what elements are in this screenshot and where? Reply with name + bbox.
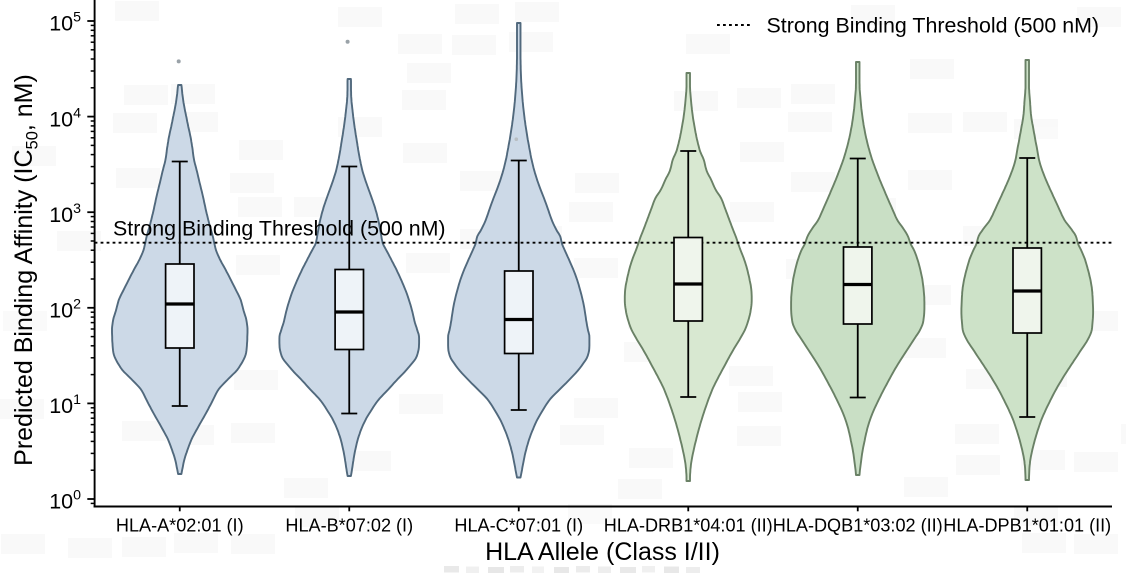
svg-text:HLA-A*02:01 (I): HLA-A*02:01 (I) bbox=[116, 516, 244, 536]
svg-text:HLA-DRB1*04:01 (II): HLA-DRB1*04:01 (II) bbox=[604, 516, 773, 536]
svg-text:HLA-C*07:01 (I): HLA-C*07:01 (I) bbox=[454, 516, 583, 536]
svg-text:HLA Allele (Class I/II): HLA Allele (Class I/II) bbox=[485, 538, 720, 566]
svg-text:HLA-B*07:02 (I): HLA-B*07:02 (I) bbox=[285, 516, 413, 536]
svg-text:HLA-DPB1*01:01 (II): HLA-DPB1*01:01 (II) bbox=[943, 516, 1111, 536]
svg-text:Strong Binding Threshold (500: Strong Binding Threshold (500 nM) bbox=[113, 217, 446, 241]
svg-text:HLA-DQB1*03:02 (II): HLA-DQB1*03:02 (II) bbox=[773, 516, 943, 536]
svg-text:Strong Binding Threshold (500: Strong Binding Threshold (500 nM) bbox=[767, 14, 1100, 38]
